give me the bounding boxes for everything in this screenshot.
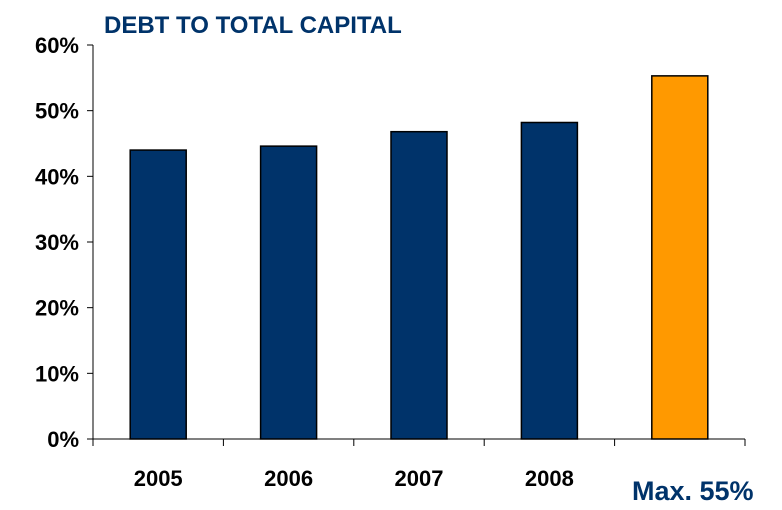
bars bbox=[129, 75, 709, 440]
y-tick-label: 40% bbox=[35, 164, 79, 189]
y-tick-label: 50% bbox=[35, 99, 79, 124]
y-tick-label: 10% bbox=[35, 361, 79, 386]
bar-4 bbox=[651, 75, 709, 440]
x-tick-label-1: 2006 bbox=[264, 466, 313, 491]
y-axis: 0% 10% 20% 30% 40% 50% 60% bbox=[35, 33, 94, 452]
y-tick-label: 30% bbox=[35, 230, 79, 255]
y-tick-label: 0% bbox=[47, 427, 79, 452]
bar-1 bbox=[259, 145, 318, 440]
bar-3 bbox=[520, 121, 579, 440]
x-tick-label-3: 2008 bbox=[525, 466, 574, 491]
bar-0 bbox=[129, 149, 187, 440]
x-axis bbox=[92, 438, 746, 446]
y-tick-label: 20% bbox=[35, 296, 79, 321]
y-tick-label: 60% bbox=[35, 33, 79, 58]
x-tick-label-4: Max. 55% bbox=[632, 476, 754, 506]
bar-2 bbox=[390, 130, 448, 440]
x-tick-label-2: 2007 bbox=[395, 466, 444, 491]
chart-title: DEBT TO TOTAL CAPITAL bbox=[104, 12, 402, 39]
x-tick-labels: 2005 2006 2007 2008 Max. 55% bbox=[134, 466, 754, 506]
x-tick-label-0: 2005 bbox=[134, 466, 183, 491]
